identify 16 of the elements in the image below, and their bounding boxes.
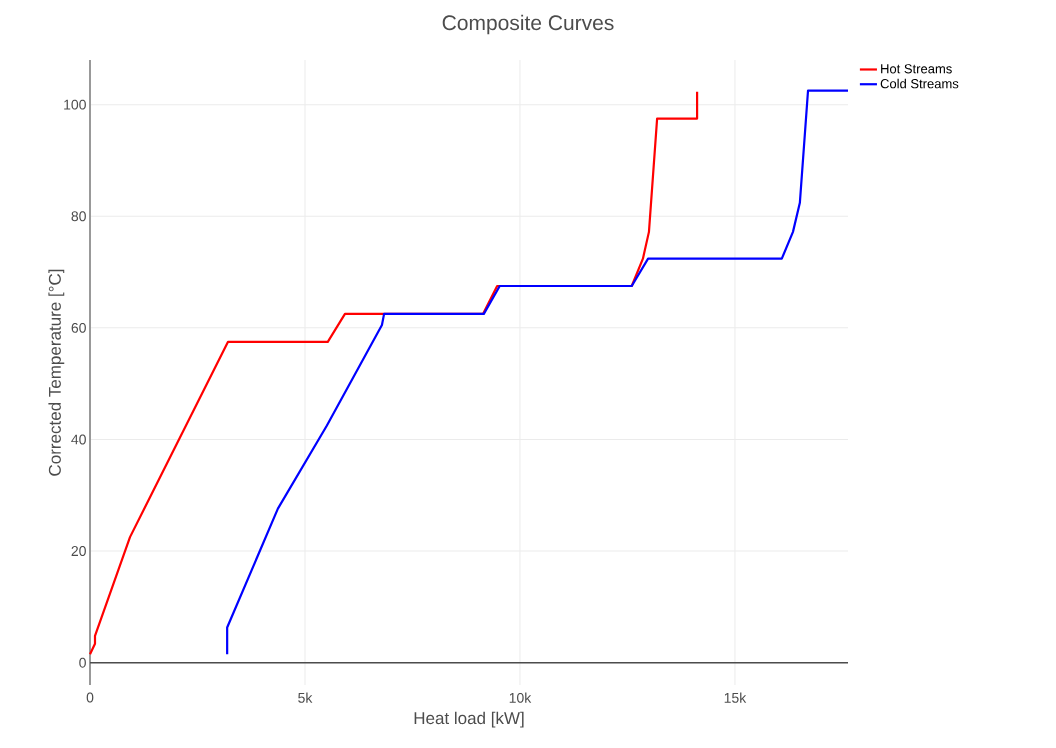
x-tick-label: 5k: [298, 692, 313, 703]
x-tick-label: 0: [86, 692, 94, 703]
y-tick-label: 100: [64, 99, 86, 110]
x-tick-label: 10k: [509, 692, 532, 703]
y-tick-label: 80: [71, 211, 86, 222]
legend-label: Hot Streams: [881, 64, 952, 74]
y-axis-title: Corrected Temperature [°C]: [48, 269, 65, 476]
line-series: [226, 89, 850, 656]
x-tick-label: 15k: [724, 692, 747, 703]
x-axis-title: Heat load [kW]: [414, 711, 524, 728]
y-tick-label: 40: [71, 434, 86, 445]
y-tick-label: 0: [79, 657, 86, 668]
legend-label: Cold Streams: [880, 78, 959, 89]
y-tick-label: 20: [71, 546, 86, 557]
y-tick-label: 60: [71, 322, 86, 333]
chart-title: Composite Curves: [442, 14, 614, 35]
